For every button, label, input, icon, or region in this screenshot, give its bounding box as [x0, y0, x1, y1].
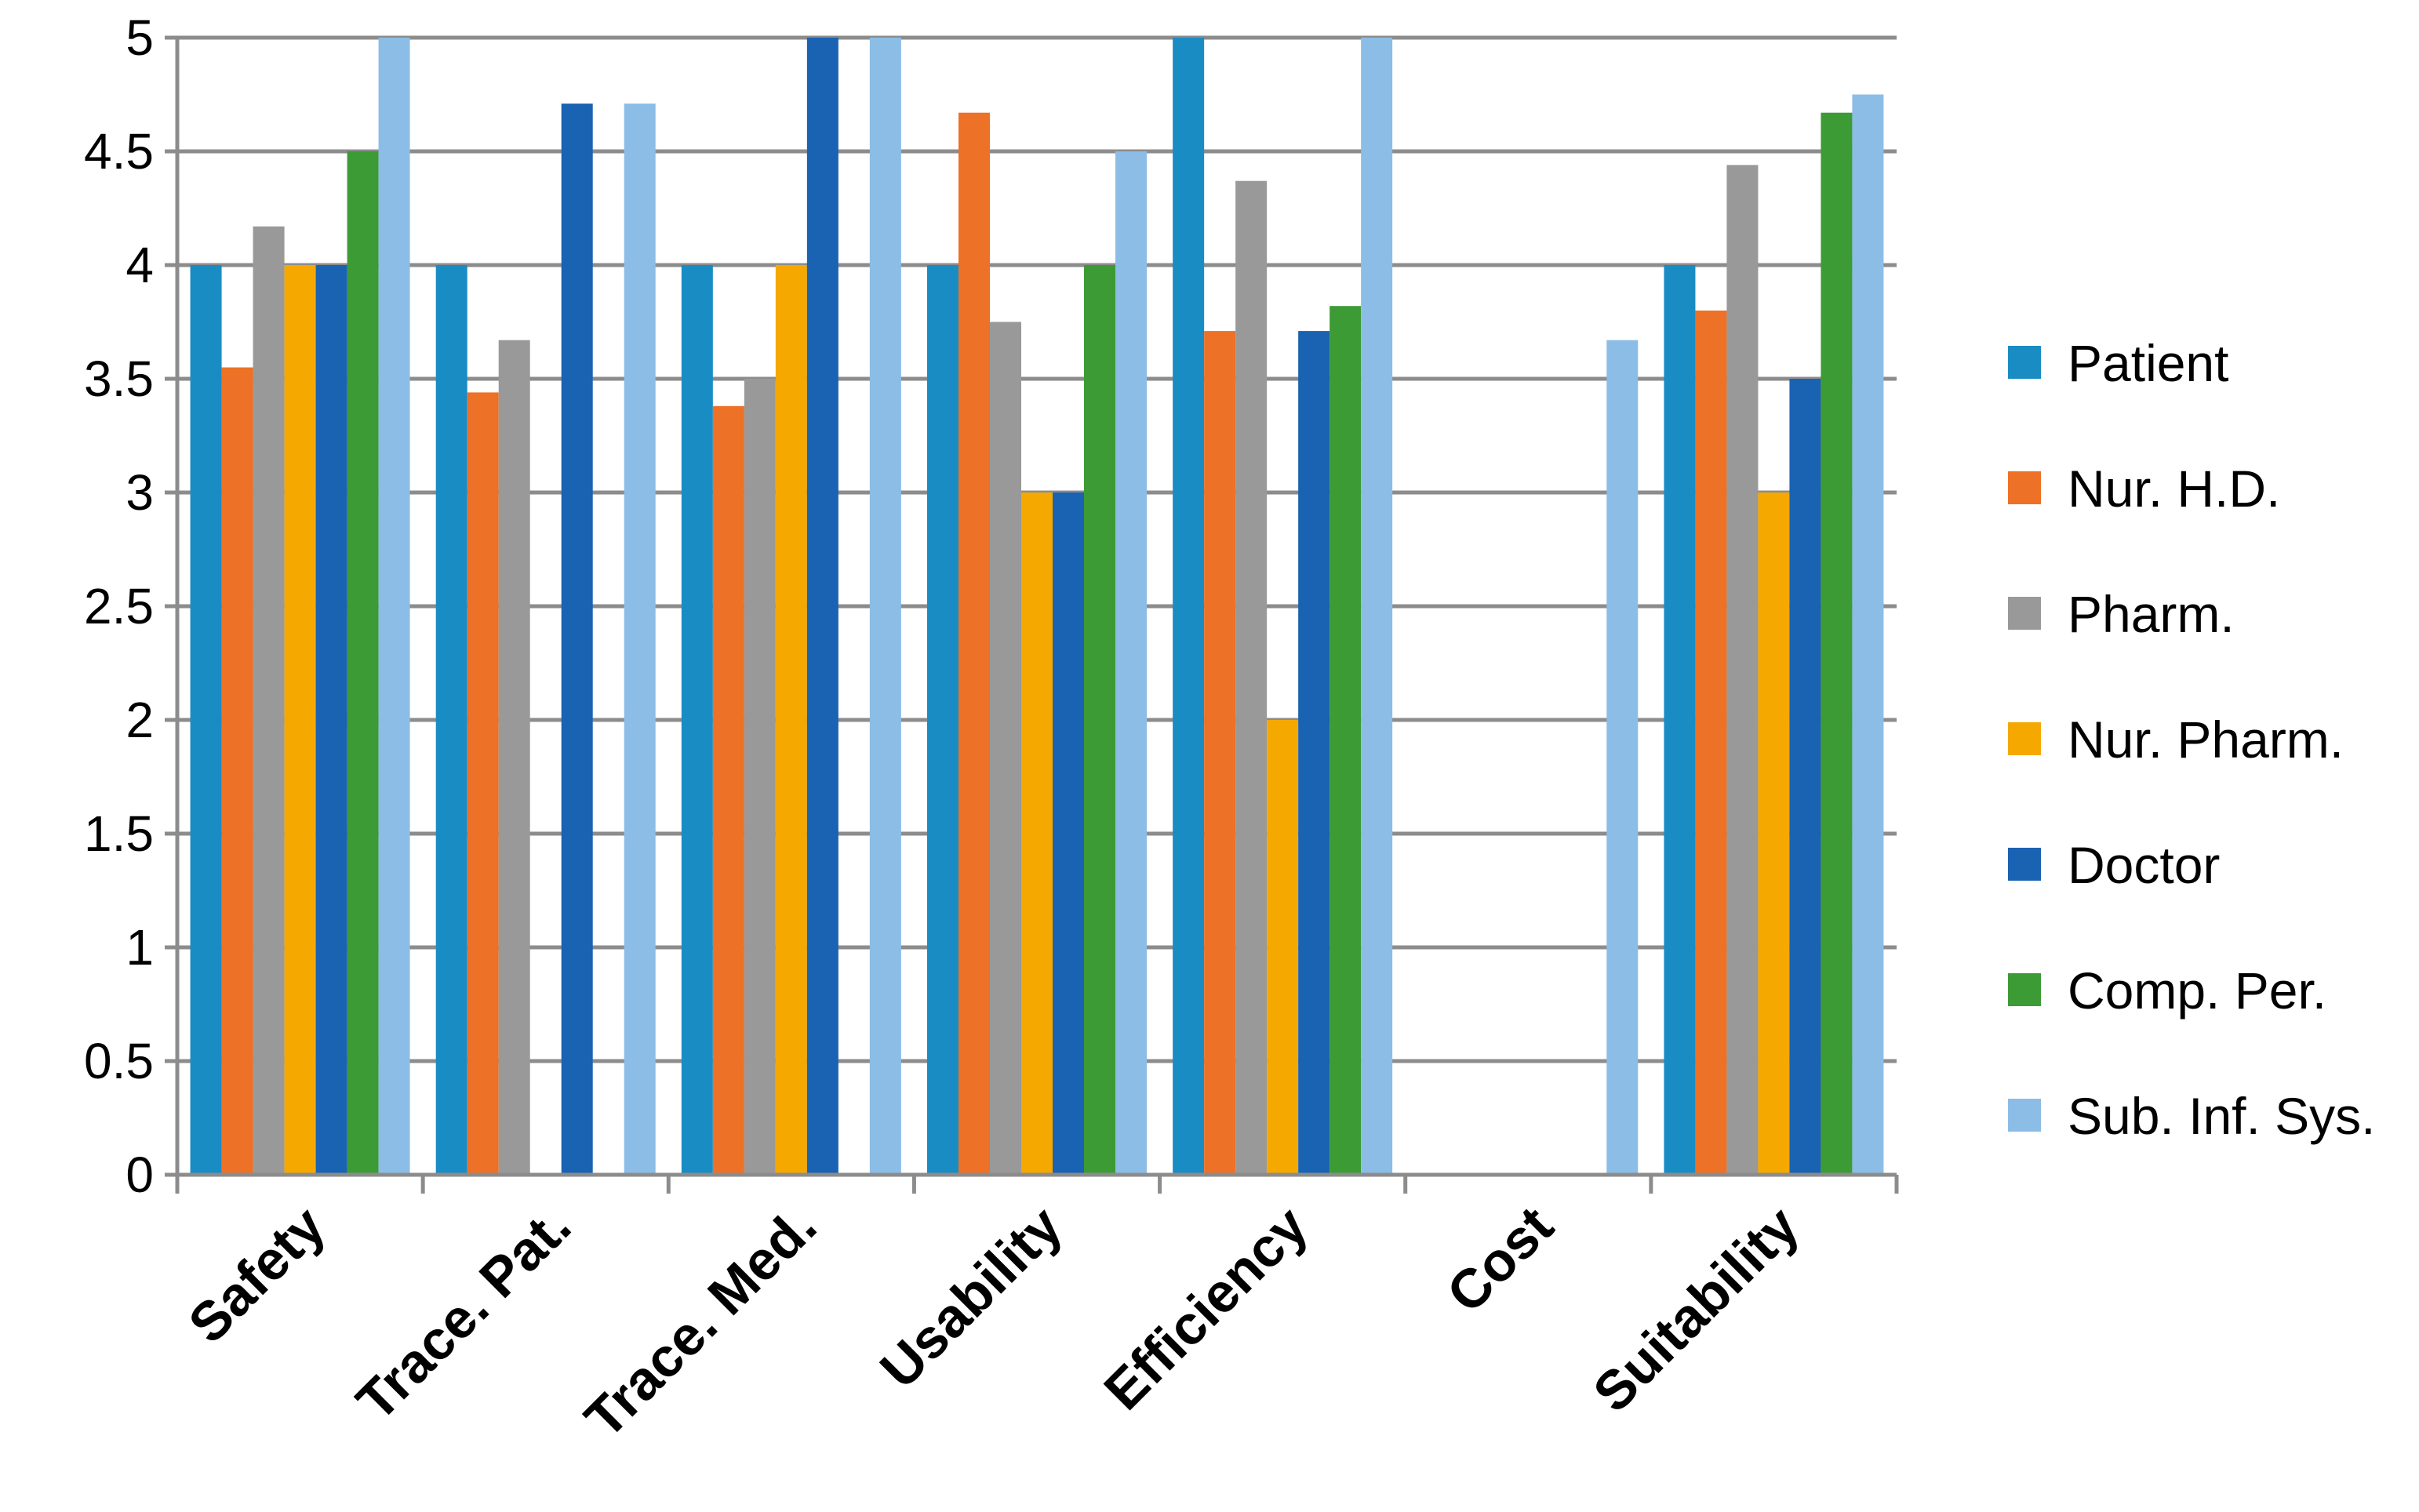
bar — [347, 151, 379, 1175]
x-tick-label: Usability — [868, 1194, 1074, 1400]
bar — [1606, 340, 1639, 1176]
legend-label: Nur. Pharm. — [2068, 711, 2344, 769]
y-tick-label: 1 — [125, 919, 154, 976]
legend-label: Comp. Per. — [2068, 961, 2326, 1020]
bar — [744, 379, 776, 1175]
bar — [869, 38, 901, 1175]
x-tick-label: Trace. Pat. — [345, 1194, 583, 1432]
y-tick-label: 5 — [125, 9, 154, 66]
bar — [1821, 112, 1853, 1176]
legend-item: Patient — [2008, 334, 2228, 392]
bar — [435, 265, 467, 1175]
bar — [806, 38, 838, 1175]
bar — [1330, 306, 1362, 1176]
bar — [681, 265, 713, 1175]
y-tick-label: 3.5 — [84, 351, 154, 407]
legend-item: Doctor — [2008, 836, 2220, 894]
y-tick-label: 3 — [125, 464, 154, 521]
x-tick-label: Efficiency — [1093, 1194, 1319, 1421]
bar — [624, 104, 656, 1176]
bar — [190, 265, 222, 1175]
legend-label: Doctor — [2068, 836, 2220, 894]
bar — [1789, 379, 1821, 1175]
bar — [221, 367, 253, 1175]
legend-swatch — [2008, 848, 2041, 881]
bar — [1204, 331, 1236, 1176]
legend-swatch — [2008, 973, 2041, 1006]
y-tick-label: 0.5 — [84, 1033, 154, 1089]
bar — [1021, 492, 1053, 1175]
y-tick-label: 4 — [125, 237, 154, 293]
bar — [1758, 492, 1790, 1175]
bar — [1361, 38, 1393, 1175]
bar — [1173, 38, 1205, 1175]
legend-label: Patient — [2068, 334, 2228, 392]
bar — [959, 112, 990, 1176]
bar — [315, 265, 347, 1175]
bar — [1298, 331, 1330, 1176]
legend-item: Sub. Inf. Sys. — [2008, 1087, 2376, 1145]
axes — [165, 35, 1899, 1194]
y-tick-label: 1.5 — [84, 805, 154, 862]
bar — [927, 265, 959, 1175]
y-axis-tick-labels: 0 0.5 1 1.5 2 2.5 3 3.5 4 4.5 5 — [84, 9, 154, 1203]
bar — [1267, 720, 1299, 1175]
x-axis-tick-labels: Safety Trace. Pat.Trace. Med. Usability Eff… — [176, 1194, 1810, 1449]
bars — [190, 38, 1884, 1176]
bar — [253, 226, 285, 1176]
bar — [990, 322, 1021, 1175]
legend-label: Nur. H.D. — [2068, 460, 2280, 518]
legend-item: Nur. H.D. — [2008, 460, 2280, 518]
y-tick-label: 4.5 — [84, 123, 154, 180]
legend-swatch — [2008, 1099, 2041, 1132]
bar — [378, 38, 410, 1175]
x-tick-label: Trace. Med. — [573, 1194, 828, 1449]
bar — [1852, 94, 1884, 1175]
bar — [284, 265, 316, 1175]
y-tick-label: 0 — [125, 1147, 154, 1203]
y-tick-label: 2 — [125, 692, 154, 748]
legend-item: Comp. Per. — [2008, 961, 2326, 1020]
legend: Patient Nur. H.D. Pharm. Nur. Pharm. Doctor C… — [2008, 334, 2376, 1145]
legend-swatch — [2008, 346, 2041, 379]
x-tick-label: Safety — [176, 1194, 336, 1354]
legend-swatch — [2008, 722, 2041, 755]
legend-item: Pharm. — [2008, 585, 2235, 643]
legend-label: Pharm. — [2068, 585, 2235, 643]
legend-swatch — [2008, 597, 2041, 630]
bar — [1726, 165, 1759, 1175]
bar — [1235, 180, 1268, 1176]
bar — [1664, 265, 1696, 1175]
bar — [1053, 492, 1084, 1175]
legend-label: Sub. Inf. Sys. — [2068, 1087, 2376, 1145]
bar — [775, 265, 807, 1175]
x-tick-label: Cost — [1435, 1194, 1565, 1324]
bar — [498, 340, 530, 1176]
legend-swatch — [2008, 471, 2041, 504]
bar — [467, 392, 499, 1175]
y-tick-label: 2.5 — [84, 578, 154, 634]
bar — [561, 104, 593, 1176]
bar — [1695, 311, 1727, 1175]
bar — [712, 405, 744, 1175]
legend-item: Nur. Pharm. — [2008, 711, 2344, 769]
bar — [1084, 265, 1115, 1175]
bar — [1115, 151, 1147, 1175]
x-tick-label: Suitability — [1581, 1194, 1810, 1423]
